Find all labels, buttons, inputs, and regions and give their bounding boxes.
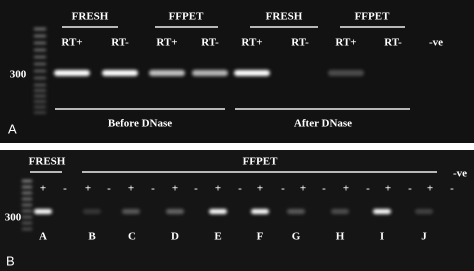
group-label: FFPET: [243, 156, 278, 168]
lane-label: RT+: [156, 37, 177, 49]
sign-label: +: [40, 183, 46, 195]
bands: [34, 70, 433, 214]
ladder-band: [22, 192, 32, 194]
sign-label: +: [172, 183, 178, 195]
sign-label: -: [281, 183, 285, 195]
sign-label: -: [238, 183, 242, 195]
negative-label: -ve: [453, 168, 467, 180]
sample-label: I: [380, 231, 384, 243]
lane-label: RT-: [111, 37, 129, 49]
lane-label: RT-: [384, 37, 402, 49]
sign-label: -: [194, 183, 198, 195]
sign-label: -: [450, 183, 454, 195]
ladder-band: [34, 77, 46, 79]
panel-label: B: [6, 253, 15, 268]
band: [54, 70, 90, 76]
sign-label: +: [85, 183, 91, 195]
group-label: FFPET: [169, 11, 204, 23]
ladder-band: [22, 210, 32, 212]
band: [328, 70, 364, 76]
ladder-band: [34, 89, 46, 92]
band: [251, 209, 269, 214]
lane-label: RT+: [241, 37, 262, 49]
sign-label: -: [408, 183, 412, 195]
band: [287, 209, 305, 214]
sign-label: -: [322, 183, 326, 195]
band: [331, 209, 349, 214]
ladder-band: [22, 186, 32, 188]
ladder-band: [34, 106, 46, 108]
band: [83, 209, 101, 214]
sign-label: +: [128, 183, 134, 195]
ladder-band: [22, 204, 32, 206]
sample-label: G: [292, 231, 301, 243]
ladder-band: [22, 222, 32, 224]
sample-label: F: [257, 231, 264, 243]
band: [166, 209, 184, 214]
group-label: FRESH: [266, 11, 303, 23]
marker-label: 300: [10, 69, 27, 81]
band: [415, 209, 433, 214]
ladder-band: [34, 100, 46, 103]
lane-label: RT-: [201, 37, 219, 49]
negative-label: -ve: [429, 37, 443, 49]
ladder-band: [22, 216, 32, 218]
band: [34, 209, 52, 214]
ladder-band: [34, 95, 46, 97]
group-label: FRESH: [72, 11, 109, 23]
sample-label: C: [128, 231, 136, 243]
marker-label: 300: [5, 212, 22, 224]
sign-label: +: [300, 183, 306, 195]
section-label: Before DNase: [108, 118, 172, 130]
sign-label: +: [343, 183, 349, 195]
band: [192, 70, 228, 76]
section-label: After DNase: [294, 118, 352, 130]
sample-label: E: [214, 231, 221, 243]
ladder-band: [34, 111, 46, 114]
sign-label: +: [257, 183, 263, 195]
sign-label: -: [107, 183, 111, 195]
ladder-band: [22, 228, 32, 230]
ladder-band: [34, 28, 46, 30]
sample-label: H: [336, 231, 345, 243]
lane-label: RT+: [61, 37, 82, 49]
ladder-band: [34, 63, 46, 65]
band: [373, 209, 391, 214]
sample-label: B: [88, 231, 96, 243]
ladder-band: [34, 49, 46, 51]
band: [209, 209, 227, 214]
ladder-band: [34, 35, 46, 37]
sign-label: -: [151, 183, 155, 195]
ladder-band: [34, 70, 46, 72]
band: [149, 70, 185, 76]
sign-label: +: [427, 183, 433, 195]
ladder-band: [34, 42, 46, 44]
ladder-band: [34, 56, 46, 58]
sample-label: J: [421, 231, 427, 243]
sign-label: +: [385, 183, 391, 195]
ladder-band: [34, 84, 46, 86]
ladder-band: [22, 198, 32, 200]
group-label: FRESH: [29, 156, 66, 168]
sample-label: A: [39, 231, 47, 243]
ladder-band: [22, 180, 32, 182]
ladder: [22, 28, 46, 230]
sign-label: -: [63, 183, 67, 195]
group-label: FFPET: [355, 11, 390, 23]
sign-label: -: [366, 183, 370, 195]
band: [102, 70, 138, 76]
lane-label: RT-: [291, 37, 309, 49]
lane-label: RT+: [335, 37, 356, 49]
band: [234, 70, 270, 76]
sign-label: +: [215, 183, 221, 195]
panel-label: A: [8, 121, 17, 136]
gel-b: [0, 150, 474, 271]
band: [122, 209, 140, 214]
sample-label: D: [171, 231, 179, 243]
